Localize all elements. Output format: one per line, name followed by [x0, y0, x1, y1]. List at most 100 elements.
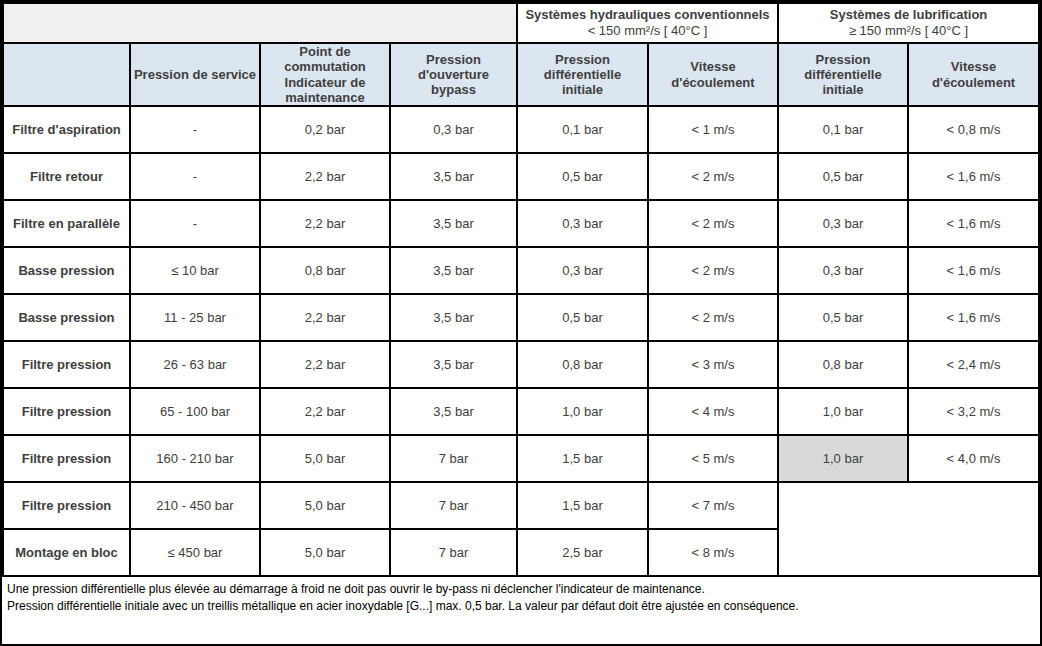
lub-vitesse-cell: < 0,8 m/s [908, 106, 1039, 153]
lub-vitesse-cell: < 2,4 m/s [908, 341, 1039, 388]
ouverture-bypass-cell: 7 bar [390, 529, 517, 576]
lub-vitesse-cell: < 1,6 m/s [908, 294, 1039, 341]
point-commutation-cell: 2,2 bar [260, 388, 390, 435]
hyd-vitesse-cell: < 2 m/s [648, 247, 778, 294]
table-row: Basse pression≤ 10 bar0,8 bar3,5 bar0,3 … [3, 247, 1039, 294]
pression-service-cell: 65 - 100 bar [130, 388, 260, 435]
lub-merged-empty-cell [778, 482, 1039, 576]
lub-vitesse-cell: < 1,6 m/s [908, 153, 1039, 200]
hyd-vitesse-cell: < 2 m/s [648, 294, 778, 341]
pression-service-cell: ≤ 450 bar [130, 529, 260, 576]
row-label: Filtre en parallèle [3, 200, 130, 247]
pression-service-cell: 11 - 25 bar [130, 294, 260, 341]
ouverture-bypass-cell: 7 bar [390, 482, 517, 529]
row-label: Filtre retour [3, 153, 130, 200]
pression-service-cell: - [130, 106, 260, 153]
point-commutation-cell: 5,0 bar [260, 482, 390, 529]
row-label: Basse pression [3, 247, 130, 294]
lub-vitesse-cell: < 1,6 m/s [908, 247, 1039, 294]
hyd-pression-diff-cell: 1,5 bar [517, 482, 648, 529]
table-row: Filtre retour-2,2 bar3,5 bar0,5 bar< 2 m… [3, 153, 1039, 200]
ouverture-bypass-cell: 3,5 bar [390, 388, 517, 435]
hyd-pression-diff-cell: 0,3 bar [517, 247, 648, 294]
ouverture-bypass-cell: 3,5 bar [390, 153, 517, 200]
hyd-pression-diff-cell: 0,5 bar [517, 153, 648, 200]
pression-service-cell: 210 - 450 bar [130, 482, 260, 529]
row-label: Montage en bloc [3, 529, 130, 576]
row-label: Basse pression [3, 294, 130, 341]
column-header-hyd-pression-diff: Pression différentielle initiale [517, 43, 648, 106]
pression-service-cell: - [130, 153, 260, 200]
lubrication-systems-subtitle: ≥ 150 mm²/s [ 40°C ] [781, 23, 1036, 39]
point-commutation-cell: 5,0 bar [260, 529, 390, 576]
hyd-pression-diff-cell: 0,5 bar [517, 294, 648, 341]
lub-pression-diff-cell: 0,3 bar [778, 200, 908, 247]
footnote-line-2: Pression différentielle initiale avec un… [7, 598, 1035, 614]
lub-vitesse-cell: < 3,2 m/s [908, 388, 1039, 435]
row-label: Filtre pression [3, 388, 130, 435]
pression-service-cell: 160 - 210 bar [130, 435, 260, 482]
point-commutation-cell: 2,2 bar [260, 341, 390, 388]
hyd-vitesse-cell: < 1 m/s [648, 106, 778, 153]
hyd-vitesse-cell: < 7 m/s [648, 482, 778, 529]
point-commutation-cell: 5,0 bar [260, 435, 390, 482]
ouverture-bypass-cell: 3,5 bar [390, 247, 517, 294]
hyd-pression-diff-cell: 1,0 bar [517, 388, 648, 435]
top-left-spacer [3, 3, 517, 43]
lub-vitesse-cell: < 1,6 m/s [908, 200, 1039, 247]
pression-service-cell: 26 - 63 bar [130, 341, 260, 388]
lub-vitesse-cell: < 4,0 m/s [908, 435, 1039, 482]
footnote-line-1: Une pression différentielle plus élevée … [7, 581, 1035, 597]
lub-pression-diff-cell: 0,1 bar [778, 106, 908, 153]
filter-pressure-table: Systèmes hydrauliques conventionnels < 1… [2, 2, 1040, 577]
hydraulic-systems-subtitle: < 150 mm²/s [ 40°C ] [520, 23, 775, 39]
column-header-hyd-vitesse: Vitesse d'écoulement [648, 43, 778, 106]
row-label: Filtre pression [3, 435, 130, 482]
hyd-pression-diff-cell: 0,8 bar [517, 341, 648, 388]
hyd-vitesse-cell: < 8 m/s [648, 529, 778, 576]
row-label: Filtre d'aspiration [3, 106, 130, 153]
ouverture-bypass-cell: 3,5 bar [390, 294, 517, 341]
point-commutation-cell: 2,2 bar [260, 200, 390, 247]
point-commutation-cell: 0,8 bar [260, 247, 390, 294]
table-row: Basse pression11 - 25 bar2,2 bar3,5 bar0… [3, 294, 1039, 341]
point-commutation-cell: 2,2 bar [260, 294, 390, 341]
point-commutation-cell: 0,2 bar [260, 106, 390, 153]
lub-pression-diff-cell: 1,0 bar [778, 388, 908, 435]
row-label: Filtre pression [3, 482, 130, 529]
table-row: Filtre pression65 - 100 bar2,2 bar3,5 ba… [3, 388, 1039, 435]
table-row: Filtre pression26 - 63 bar2,2 bar3,5 bar… [3, 341, 1039, 388]
table-row: Filtre d'aspiration-0,2 bar0,3 bar0,1 ba… [3, 106, 1039, 153]
ouverture-bypass-cell: 3,5 bar [390, 200, 517, 247]
ouverture-bypass-cell: 7 bar [390, 435, 517, 482]
hyd-vitesse-cell: < 5 m/s [648, 435, 778, 482]
point-commutation-cell: 2,2 bar [260, 153, 390, 200]
lub-pression-diff-cell: 0,5 bar [778, 294, 908, 341]
pression-service-cell: ≤ 10 bar [130, 247, 260, 294]
footnotes: Une pression différentielle plus élevée … [2, 577, 1040, 613]
column-header-point-commutation: Point de commutation Indicateur de maint… [260, 43, 390, 106]
column-header-empty [3, 43, 130, 106]
table-row: Filtre en parallèle-2,2 bar3,5 bar0,3 ba… [3, 200, 1039, 247]
lub-pression-diff-cell: 1,0 bar [778, 435, 908, 482]
hyd-vitesse-cell: < 2 m/s [648, 153, 778, 200]
hyd-pression-diff-cell: 1,5 bar [517, 435, 648, 482]
lubrication-systems-title: Systèmes de lubrification [781, 7, 1036, 23]
table-row: Filtre pression210 - 450 bar5,0 bar7 bar… [3, 482, 1039, 529]
hyd-vitesse-cell: < 3 m/s [648, 341, 778, 388]
lub-pression-diff-cell: 0,8 bar [778, 341, 908, 388]
ouverture-bypass-cell: 3,5 bar [390, 341, 517, 388]
hyd-vitesse-cell: < 4 m/s [648, 388, 778, 435]
column-header-pression-service: Pression de service [130, 43, 260, 106]
table-row: Filtre pression160 - 210 bar5,0 bar7 bar… [3, 435, 1039, 482]
lub-pression-diff-cell: 0,3 bar [778, 247, 908, 294]
hyd-pression-diff-cell: 0,1 bar [517, 106, 648, 153]
hyd-pression-diff-cell: 0,3 bar [517, 200, 648, 247]
column-header-row: Pression de service Point de commutation… [3, 43, 1039, 106]
hydraulic-systems-header: Systèmes hydrauliques conventionnels < 1… [517, 3, 778, 43]
row-label: Filtre pression [3, 341, 130, 388]
hydraulic-systems-title: Systèmes hydrauliques conventionnels [520, 7, 775, 23]
hyd-vitesse-cell: < 2 m/s [648, 200, 778, 247]
filter-datasheet: Systèmes hydrauliques conventionnels < 1… [0, 0, 1042, 646]
pression-service-cell: - [130, 200, 260, 247]
